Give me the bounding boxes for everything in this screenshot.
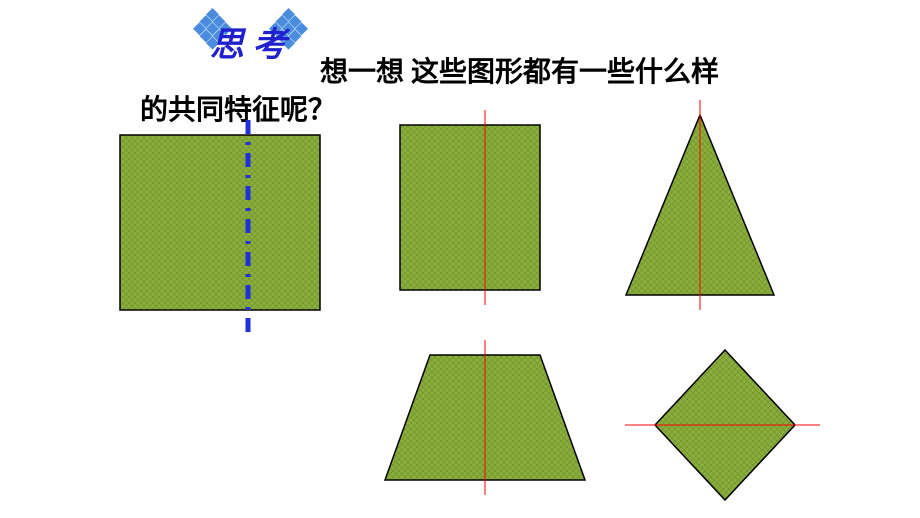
shape-rectangle: [400, 125, 540, 290]
shapes-canvas: [0, 0, 920, 518]
shape-square-large: [120, 135, 320, 310]
